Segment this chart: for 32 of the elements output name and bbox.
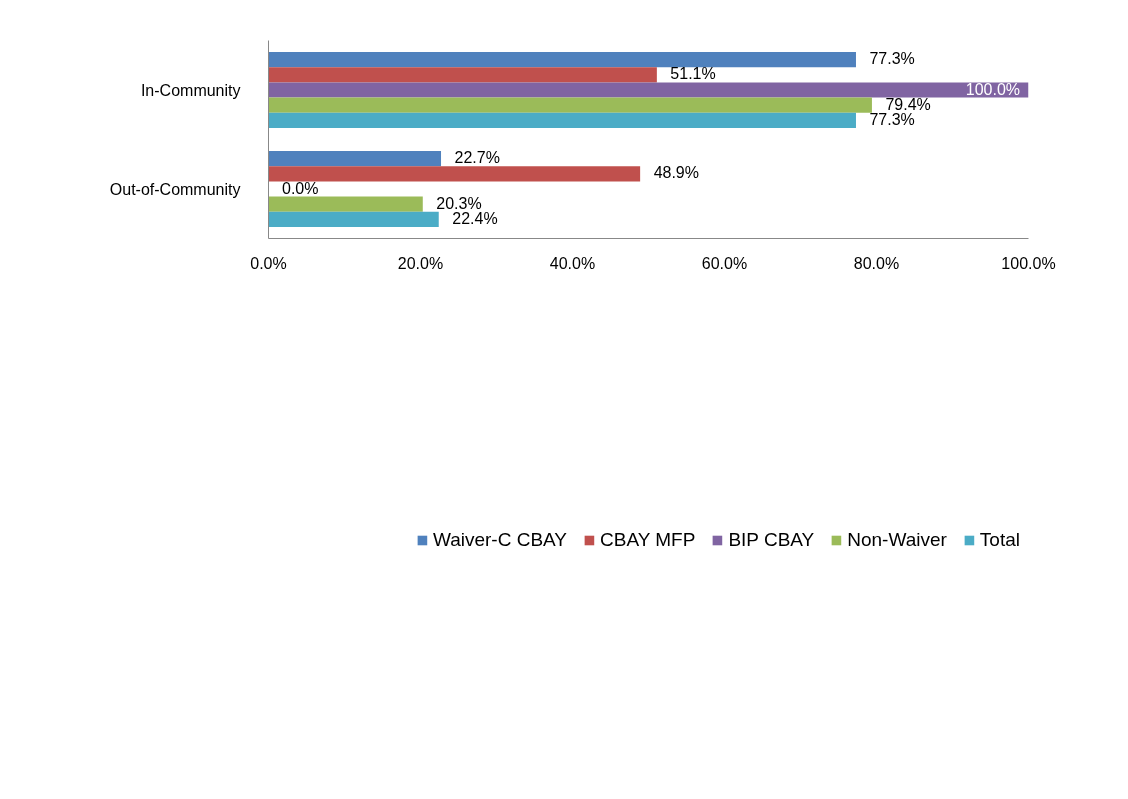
x-tick-label: 60.0% <box>701 254 748 272</box>
legend-label: Total <box>979 529 1020 551</box>
x-tick-label: 0.0% <box>250 254 287 272</box>
data-label: 77.3% <box>869 50 915 68</box>
bar <box>268 211 439 228</box>
bar <box>268 82 1029 98</box>
bar <box>268 112 856 129</box>
data-label: 20.3% <box>436 194 482 212</box>
data-label: 79.4% <box>885 95 931 113</box>
data-label: 22.7% <box>454 149 500 167</box>
x-tick-label: 80.0% <box>853 254 900 272</box>
y-tick-label: In-Community <box>140 81 241 99</box>
legend-label: BIP CBAY <box>728 529 815 551</box>
legend-label: Waiver-C CBAY <box>432 529 567 551</box>
x-tick-label: 100.0% <box>1001 254 1056 272</box>
x-tick-label: 20.0% <box>397 254 444 272</box>
bar <box>268 51 856 68</box>
legend-label: Non-Waiver <box>847 529 947 551</box>
legend-label: CBAY MFP <box>600 529 696 551</box>
data-label: 77.3% <box>869 110 915 129</box>
data-label: 100.0% <box>965 80 1020 99</box>
bar <box>268 67 657 83</box>
bar <box>268 150 442 167</box>
data-label: 0.0% <box>282 179 319 198</box>
data-label: 22.4% <box>452 209 498 228</box>
bar <box>268 196 423 212</box>
bar <box>268 166 641 182</box>
x-tick-label: 40.0% <box>549 254 596 272</box>
y-tick-label: Out-of-Community <box>109 180 241 198</box>
data-label: 48.9% <box>653 164 699 183</box>
data-label: 51.1% <box>670 65 716 84</box>
bar <box>268 97 872 113</box>
